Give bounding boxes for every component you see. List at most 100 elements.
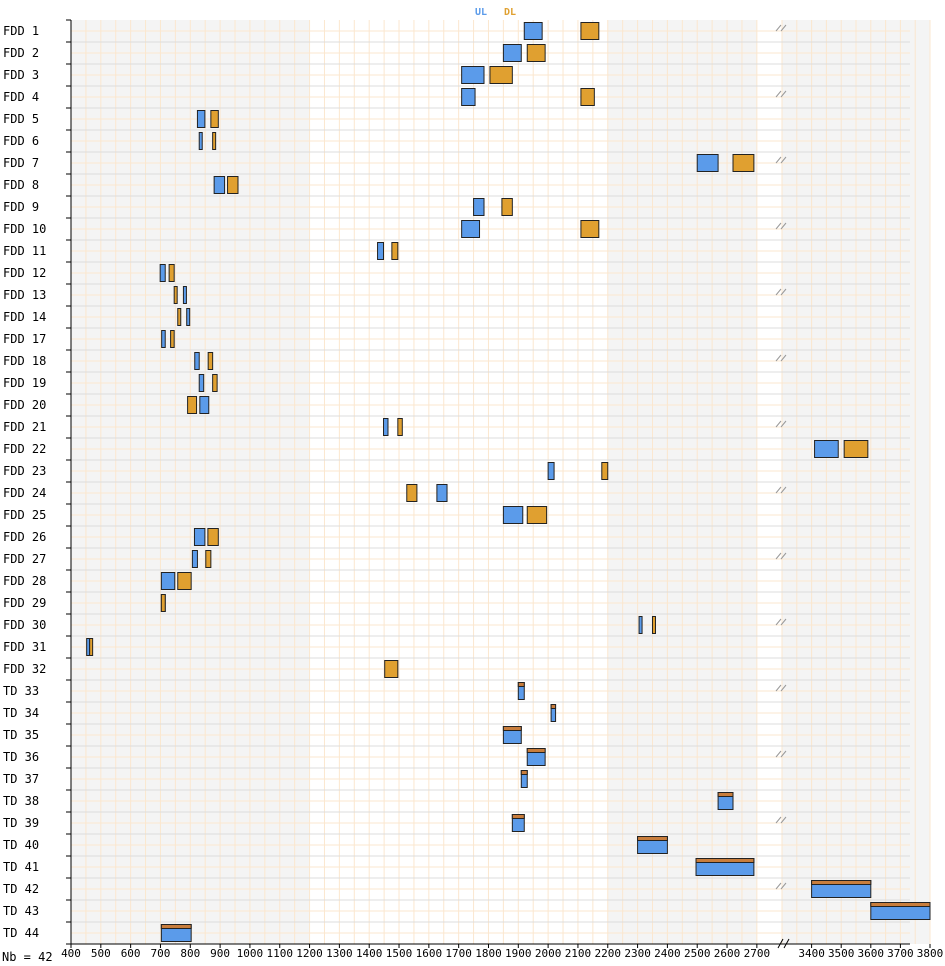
dl-bar <box>89 638 94 656</box>
x-tick-label: 2400 <box>654 947 681 960</box>
x-tick-label: 2000 <box>535 947 562 960</box>
dl-bar <box>601 462 609 480</box>
axis-break-mark <box>775 750 787 758</box>
band-label: FDD 22 <box>3 442 46 456</box>
band-label: FDD 29 <box>3 596 46 610</box>
axis-break-mark <box>775 90 787 98</box>
x-tick-label: 1700 <box>445 947 472 960</box>
band-label: FDD 10 <box>3 222 46 236</box>
band-label: TD 35 <box>3 728 39 742</box>
ul-bar <box>182 286 187 304</box>
dl-bar <box>397 418 403 436</box>
dl-bar <box>177 572 192 590</box>
td-bar-top <box>637 836 668 841</box>
band-label: TD 36 <box>3 750 39 764</box>
ul-bar <box>160 572 176 590</box>
ul-bar <box>213 176 226 194</box>
ul-bar <box>436 484 448 502</box>
band-label: FDD 7 <box>3 156 39 170</box>
ul-bar <box>194 352 200 370</box>
dl-bar <box>168 264 175 282</box>
ul-bar <box>461 66 485 84</box>
band-label: TD 39 <box>3 816 39 830</box>
td-bar-top <box>717 792 734 797</box>
band-label: TD 41 <box>3 860 39 874</box>
x-tick-label: 3400 <box>798 947 825 960</box>
band-label: FDD 28 <box>3 574 46 588</box>
band-label: TD 38 <box>3 794 39 808</box>
axis-break-mark <box>775 684 787 692</box>
band-label: TD 40 <box>3 838 39 852</box>
band-label: TD 34 <box>3 706 39 720</box>
axis-break-mark <box>775 24 787 32</box>
dl-bar <box>406 484 418 502</box>
band-label: FDD 13 <box>3 288 46 302</box>
band-label: FDD 27 <box>3 552 46 566</box>
band-label: FDD 25 <box>3 508 46 522</box>
dl-bar <box>207 528 219 546</box>
dl-bar <box>526 44 546 62</box>
x-tick-label: 3600 <box>858 947 885 960</box>
dl-bar <box>489 66 513 84</box>
band-label: FDD 6 <box>3 134 39 148</box>
dl-bar <box>526 506 548 524</box>
band-label: FDD 5 <box>3 112 39 126</box>
x-tick-label: 600 <box>121 947 141 960</box>
band-label: FDD 12 <box>3 266 46 280</box>
dl-bar <box>580 22 600 40</box>
axis-break-mark <box>775 156 787 164</box>
ul-bar <box>383 418 389 436</box>
dl-bar <box>651 616 656 634</box>
axis-break-mark <box>775 552 787 560</box>
td-bar-top <box>811 880 872 885</box>
x-tick-label: 800 <box>180 947 200 960</box>
td-bar-top <box>520 770 528 775</box>
dl-bar <box>210 110 219 128</box>
ul-bar <box>161 330 166 348</box>
x-tick-label: 3500 <box>828 947 855 960</box>
ul-bar <box>186 308 191 326</box>
td-bar-top <box>550 704 557 709</box>
x-tick-label: 900 <box>210 947 230 960</box>
band-label: FDD 21 <box>3 420 46 434</box>
ul-bar <box>198 132 203 150</box>
dl-bar <box>580 88 595 106</box>
legend: UL DL <box>475 7 516 18</box>
band-label: FDD 26 <box>3 530 46 544</box>
x-tick-label: 500 <box>91 947 111 960</box>
axis-break-mark <box>775 618 787 626</box>
dl-bar <box>207 352 214 370</box>
x-tick-label: 2600 <box>714 947 741 960</box>
dl-bar <box>187 396 198 414</box>
band-label: FDD 30 <box>3 618 46 632</box>
dl-bar <box>732 154 755 172</box>
band-label: FDD 32 <box>3 662 46 676</box>
band-label: FDD 18 <box>3 354 46 368</box>
dl-bar <box>843 440 869 458</box>
td-bar-top <box>502 726 522 731</box>
dl-bar <box>227 176 239 194</box>
ul-bar <box>196 110 206 128</box>
dl-bar <box>177 308 182 326</box>
ul-bar <box>696 154 719 172</box>
ul-bar <box>502 44 522 62</box>
x-tick-label: 1400 <box>356 947 383 960</box>
x-tick-label: 2100 <box>565 947 592 960</box>
band-label: TD 44 <box>3 926 39 940</box>
ul-bar <box>199 396 210 414</box>
x-tick-label: 2500 <box>684 947 711 960</box>
ul-bar <box>502 506 524 524</box>
band-label: FDD 11 <box>3 244 46 258</box>
dl-bar <box>205 550 212 568</box>
legend-ul: UL <box>475 7 487 18</box>
ul-bar <box>191 550 198 568</box>
band-label: FDD 8 <box>3 178 39 192</box>
dl-bar <box>501 198 513 216</box>
x-tick-label: 2300 <box>624 947 651 960</box>
legend-dl: DL <box>504 7 516 18</box>
band-label: TD 42 <box>3 882 39 896</box>
band-label: FDD 20 <box>3 398 46 412</box>
x-tick-label: 400 <box>61 947 81 960</box>
x-tick-label: 3800 <box>917 947 944 960</box>
